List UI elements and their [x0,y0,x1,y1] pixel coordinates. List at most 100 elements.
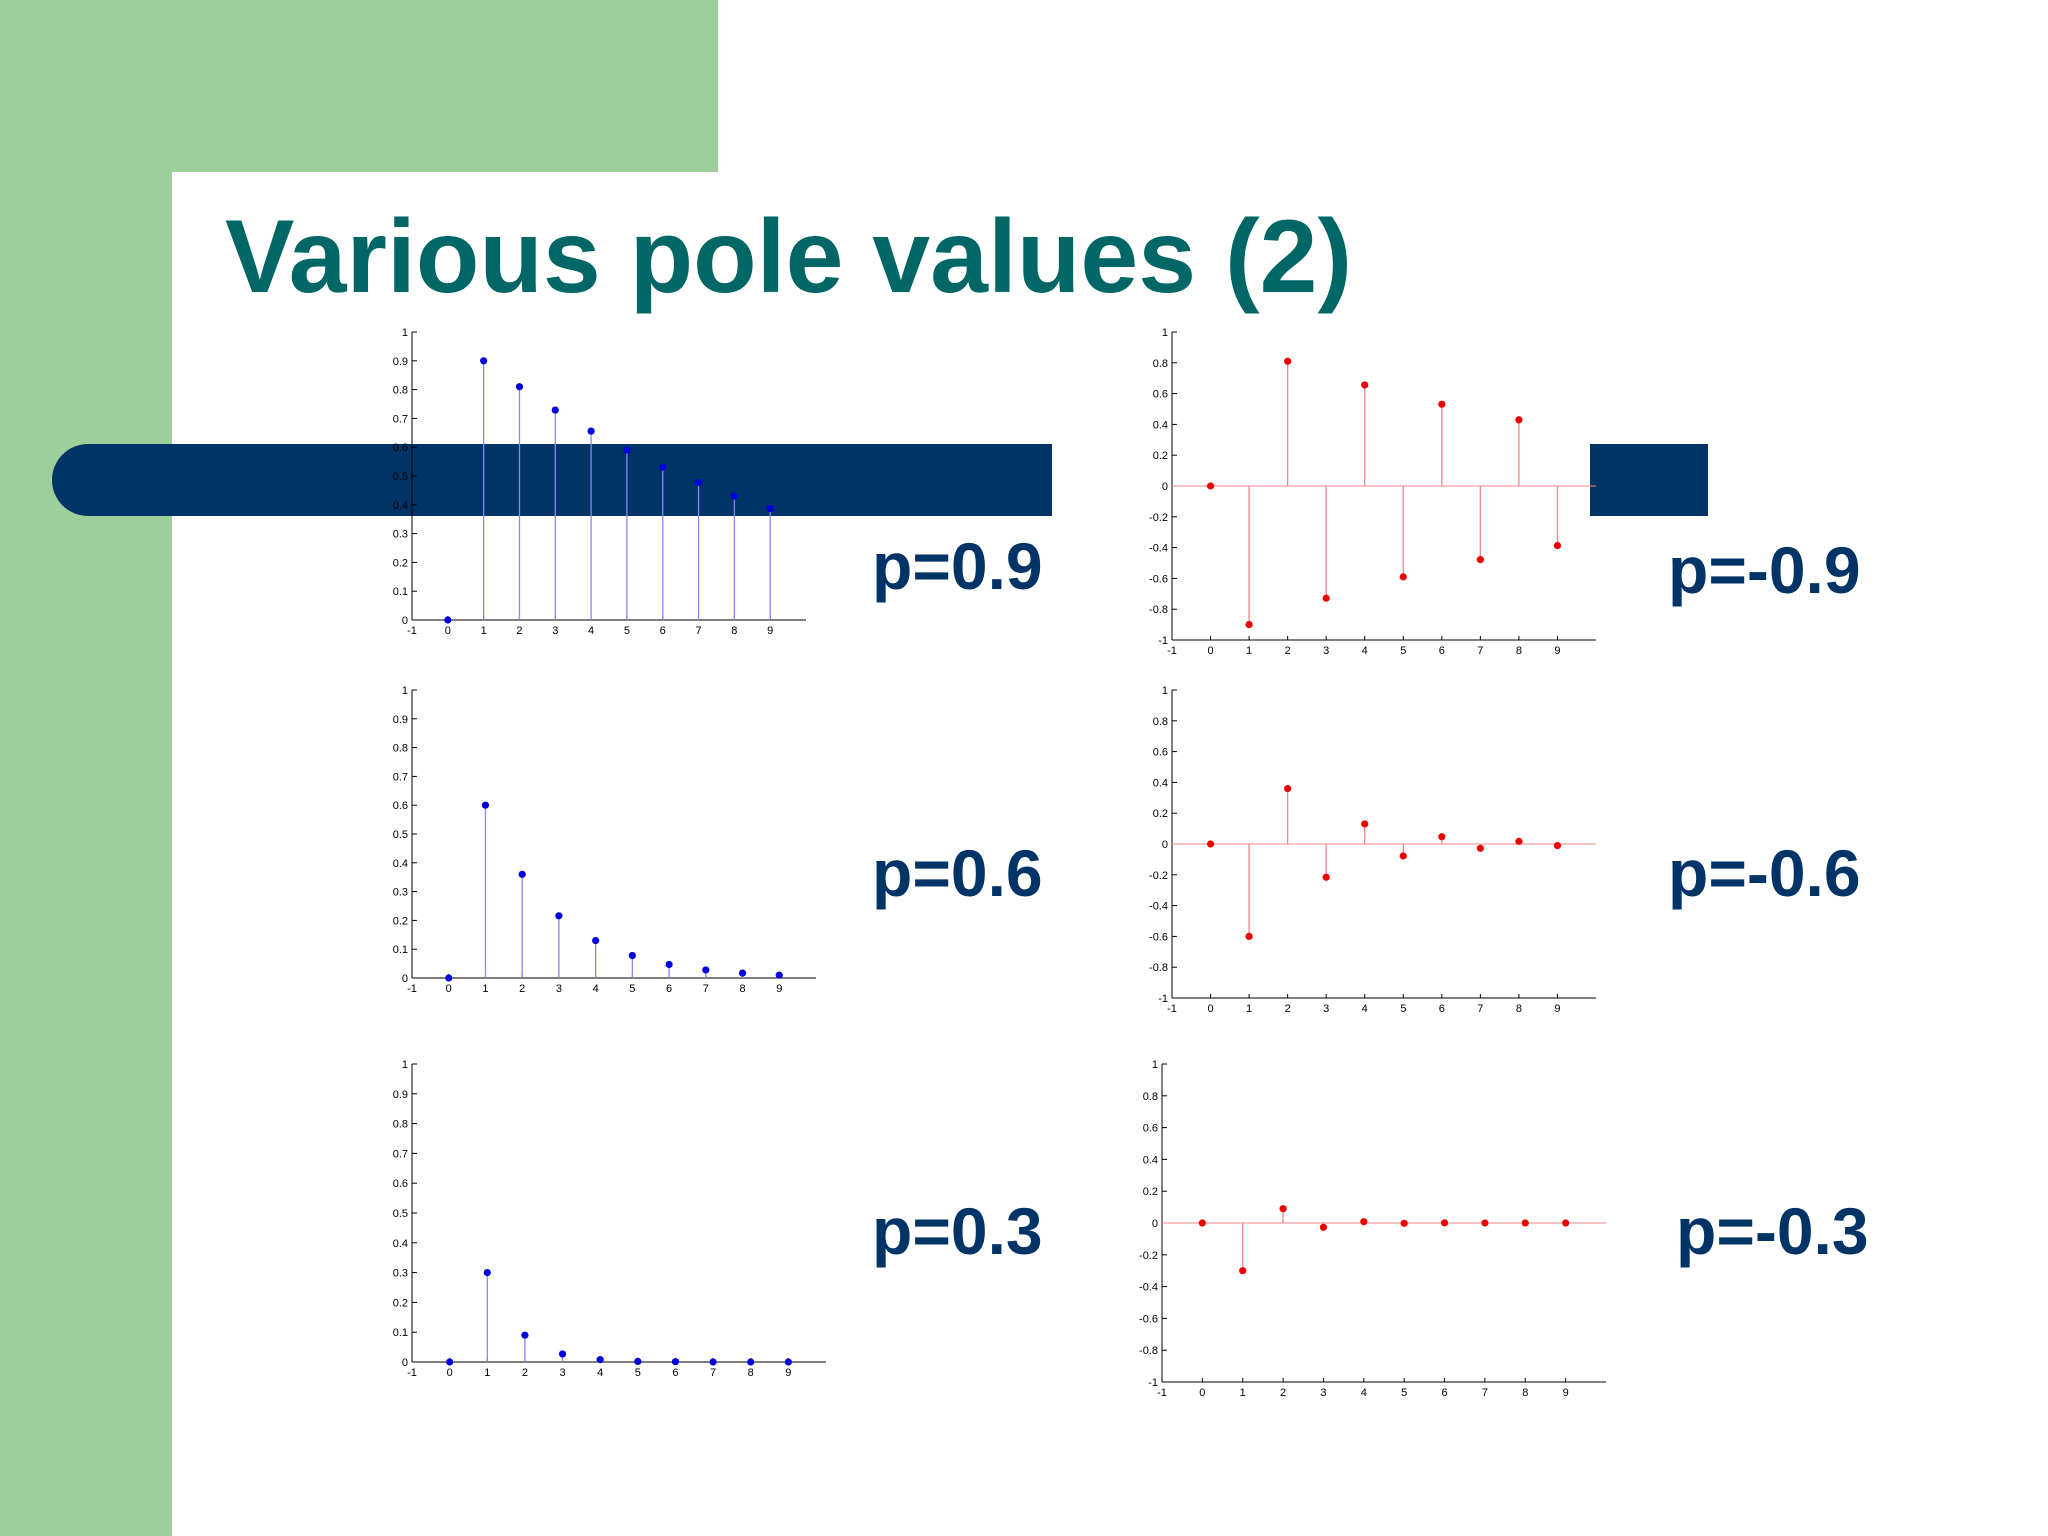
y-tick-label: 0.8 [393,385,408,397]
stem-marker [1553,541,1562,550]
stem-marker [1515,837,1523,845]
y-tick-label: 0.8 [1153,716,1168,728]
stem-marker [558,1350,567,1358]
x-tick-label: 5 [1400,645,1406,657]
y-tick-label: 0.3 [393,1268,408,1280]
label-p-minus-0.6: p=-0.6 [1668,836,1861,910]
y-tick-label: 0.6 [1143,1123,1158,1135]
y-tick-label: 0.2 [393,915,408,927]
x-tick-label: 3 [559,1367,565,1379]
stem-marker [1245,932,1253,940]
stem-marker [587,427,595,435]
x-tick-label: 0 [447,1367,453,1379]
slide-title: Various pole values (2) [225,199,1353,315]
y-tick-label: -0.2 [1139,1250,1158,1262]
x-tick-label: 6 [1439,645,1445,657]
x-tick-label: 4 [593,983,599,995]
x-tick-label: 9 [1563,1387,1569,1399]
stem-marker [1361,381,1369,389]
x-tick-label: -1 [1167,645,1177,657]
stem-marker [483,1269,491,1277]
x-tick-label: 2 [1285,1003,1291,1015]
stem-marker [1553,841,1562,850]
x-tick-label: 1 [1246,1003,1252,1015]
x-tick-label: 9 [767,625,773,637]
stem-marker [775,971,783,979]
y-tick-label: 0.8 [1153,358,1168,370]
stem-marker [628,951,636,960]
y-tick-label: 0.4 [1153,419,1168,431]
stem-marker [1198,1219,1206,1227]
stem-marker [671,1358,680,1366]
y-tick-label: 0 [1162,481,1168,493]
y-tick-label: 0.7 [393,1148,408,1160]
x-tick-label: 0 [1207,1003,1213,1015]
stem-marker [551,406,559,414]
stem-chart-p-minus-0.9: -1 -0.8 -0.6 -0.4 -0.2 0 0.2 0.4 0.6 0.8 1 -1 0 1 2 3 4 5… [1149,327,1596,657]
stem-marker [446,1358,454,1366]
y-tick-label: 0.5 [393,829,408,841]
x-tick-label: 9 [785,1367,791,1379]
y-tick-label: 0.2 [393,1297,408,1309]
x-tick-label: 8 [1522,1387,1528,1399]
y-tick-label: 0.5 [393,471,408,483]
x-tick-label: 5 [1400,1003,1406,1015]
stem-marker [1284,357,1292,365]
y-tick-label: -0.4 [1149,543,1168,555]
stem-marker [659,463,667,471]
y-tick-label: 0.6 [1153,389,1168,401]
y-tick-label: -1 [1158,635,1168,647]
stem-marker [1438,833,1446,841]
x-tick-label: 0 [446,983,452,995]
stem-chart-p-0.9: 00.10.20.30.40.50.60.70.80.91-1 0 1 2 3 4 5 6 7 8… [393,327,806,637]
y-tick-label: 0.4 [393,1238,408,1250]
y-tick-label: -0.8 [1139,1345,1158,1357]
x-tick-label: 1 [481,625,487,637]
label-p-0.6: p=0.6 [872,836,1043,910]
y-tick-label: 0.6 [393,1178,408,1190]
y-tick-label: 0.1 [393,1327,408,1339]
x-tick-label: 3 [1323,1003,1329,1015]
stem-marker [592,936,600,945]
y-tick-label: -0.2 [1149,870,1168,882]
y-tick-label: 1 [1162,327,1168,339]
stem-marker [766,504,774,513]
x-tick-label: 9 [1554,645,1560,657]
y-tick-label: 0.4 [1153,777,1168,789]
y-tick-label: 0.2 [393,557,408,569]
x-tick-label: 5 [635,1367,641,1379]
y-tick-label: 0 [1152,1218,1158,1230]
stem-marker [623,446,631,454]
x-tick-label: 7 [1482,1387,1488,1399]
y-tick-label: 0.3 [393,887,408,899]
stem-marker [518,870,526,878]
stem-chart-p-0.6: 00.10.20.30.40.50.60.70.80.91-1 0 1 2 3 4 5 6 7 8… [393,685,816,995]
stem-marker [1322,594,1330,602]
y-tick-label: 1 [1152,1059,1158,1071]
y-tick-label: 0 [402,1357,408,1369]
y-tick-label: -0.6 [1149,573,1168,585]
x-tick-label: 2 [1280,1387,1286,1399]
stem-marker [596,1356,604,1364]
x-tick-label: -1 [407,1367,417,1379]
stem-marker [747,1358,755,1366]
stem-marker [730,492,738,500]
stem-marker [1515,416,1523,424]
x-tick-label: 4 [588,625,594,637]
label-p-0.9: p=0.9 [872,529,1043,603]
stem-marker [444,616,452,624]
y-tick-label: -1 [1158,993,1168,1005]
x-tick-label: 2 [522,1367,528,1379]
x-tick-label: -1 [1167,1003,1177,1015]
x-tick-label: 0 [445,625,451,637]
y-tick-label: 0.8 [1143,1091,1158,1103]
y-tick-label: 0.4 [1143,1154,1158,1166]
stem-marker [480,357,488,365]
x-tick-label: 7 [1477,645,1483,657]
green-sidebar-band [0,0,172,1536]
x-tick-label: 7 [710,1367,716,1379]
navy-accent-bar-left [52,444,1052,516]
x-tick-label: 1 [484,1367,490,1379]
stem-chart-p-minus-0.3: -1 -0.8 -0.6 -0.4 -0.2 0 0.2 0.4 0.6 0.8 1 -1 0 1 2 3 4 5… [1139,1059,1606,1399]
